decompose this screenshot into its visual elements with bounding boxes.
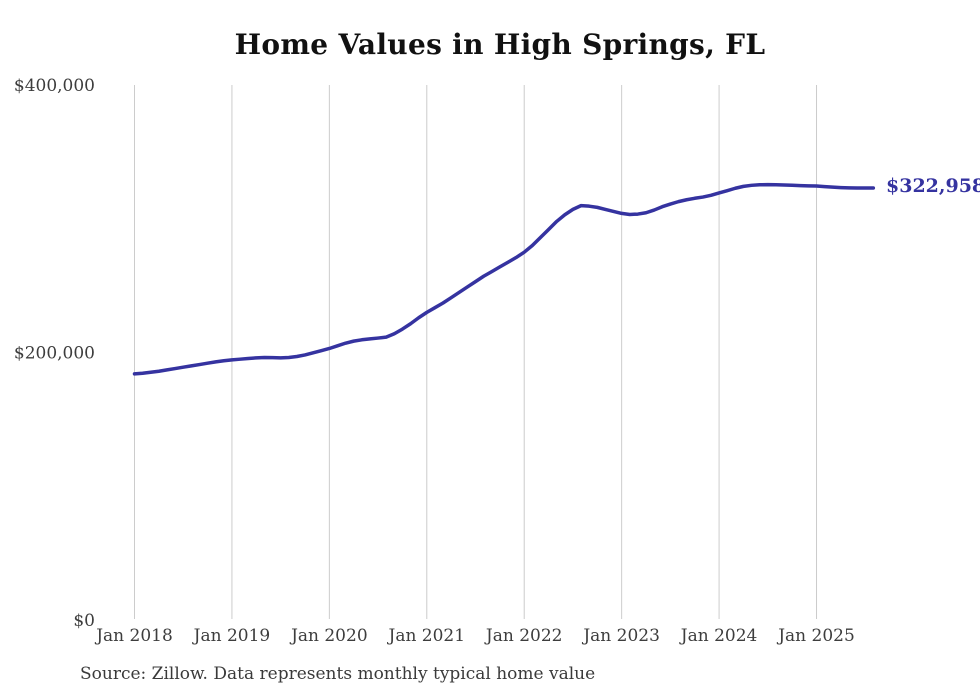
x-tick-label: Jan 2018	[94, 626, 173, 646]
x-tick-label: Jan 2023	[581, 626, 660, 646]
x-tick-label: Jan 2022	[484, 626, 563, 646]
x-tick-label: Jan 2020	[289, 626, 368, 646]
latest-value-label: $322,958	[886, 175, 980, 197]
x-tick-label: Jan 2019	[192, 626, 271, 646]
x-tick-label: Jan 2024	[679, 626, 758, 646]
y-tick-label: $400,000	[14, 76, 95, 96]
chart-title: Home Values in High Springs, FL	[234, 28, 766, 61]
source-note: Source: Zillow. Data represents monthly …	[80, 664, 596, 684]
value-line	[132, 182, 876, 376]
y-tick-label: $200,000	[14, 344, 95, 364]
x-tick-label: Jan 2025	[776, 626, 855, 646]
x-tick-label: Jan 2021	[387, 626, 466, 646]
y-tick-label: $0	[73, 611, 95, 631]
